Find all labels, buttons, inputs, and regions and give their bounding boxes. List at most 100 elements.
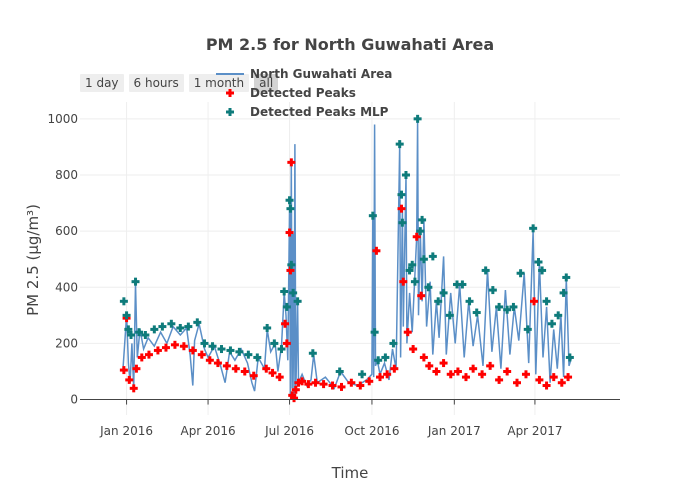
- peak-marker: [197, 350, 206, 359]
- peak-marker: [129, 384, 138, 393]
- peak-marker: [409, 345, 418, 354]
- peak-marker: [268, 368, 277, 377]
- peak-mlp-marker: [562, 273, 571, 282]
- peak-marker: [425, 361, 434, 370]
- peak-mlp-marker: [280, 287, 289, 296]
- y-tick-label: 800: [55, 168, 78, 182]
- peak-marker: [249, 371, 258, 380]
- peak-marker: [144, 350, 153, 359]
- peak-mlp-marker: [374, 356, 383, 365]
- peak-marker: [513, 378, 522, 387]
- peak-mlp-marker: [131, 277, 140, 286]
- peak-mlp-marker: [150, 325, 159, 334]
- x-tick-label: Jul 2016: [264, 424, 314, 438]
- peak-marker: [503, 367, 512, 376]
- peak-marker: [240, 367, 249, 376]
- peak-marker: [205, 356, 214, 365]
- range-1day-button[interactable]: 1 day: [80, 74, 124, 92]
- y-tick-label: 400: [55, 280, 78, 294]
- range-1month-button[interactable]: 1 month: [188, 74, 250, 92]
- peak-marker: [365, 377, 374, 386]
- peak-marker: [399, 277, 408, 286]
- peak-marker: [372, 246, 381, 255]
- peak-mlp-marker: [398, 218, 407, 227]
- peak-marker: [137, 353, 146, 362]
- peak-mlp-marker: [565, 353, 574, 362]
- peak-mlp-marker: [226, 346, 235, 355]
- peak-marker: [282, 339, 291, 348]
- peak-marker: [535, 375, 544, 384]
- peak-marker: [213, 359, 222, 368]
- peak-mlp-marker: [516, 269, 525, 278]
- peak-marker: [530, 297, 539, 306]
- peak-marker: [397, 204, 406, 213]
- y-tick-label: 200: [55, 336, 78, 350]
- peak-mlp-marker: [434, 297, 443, 306]
- peak-mlp-marker: [534, 258, 543, 267]
- peak-marker: [469, 364, 478, 373]
- peak-mlp-marker: [381, 353, 390, 362]
- peak-mlp-marker: [472, 308, 481, 317]
- y-tick-label: 0: [70, 393, 78, 407]
- peak-mlp-marker: [217, 345, 226, 354]
- peak-marker: [281, 319, 290, 328]
- peak-marker: [188, 346, 197, 355]
- peak-mlp-marker: [287, 260, 296, 269]
- peak-marker: [304, 380, 313, 389]
- peak-marker: [290, 394, 299, 403]
- peak-mlp-marker: [270, 339, 279, 348]
- peak-mlp-marker: [523, 325, 532, 334]
- peak-marker: [432, 367, 441, 376]
- peak-marker: [161, 343, 170, 352]
- plot-area[interactable]: [119, 114, 574, 403]
- peak-mlp-marker: [410, 277, 419, 286]
- peak-mlp-marker: [253, 353, 262, 362]
- peak-mlp-marker: [405, 266, 414, 275]
- peak-mlp-marker: [176, 323, 185, 332]
- peak-marker: [170, 340, 179, 349]
- peak-mlp-marker: [458, 280, 467, 289]
- series-line-north-guwahati[interactable]: [122, 118, 573, 400]
- peak-mlp-marker: [428, 252, 437, 261]
- peak-marker: [461, 373, 470, 382]
- peak-mlp-marker: [413, 114, 422, 123]
- peak-mlp-marker: [408, 260, 417, 269]
- peak-marker: [328, 381, 337, 390]
- peak-mlp-marker: [554, 311, 563, 320]
- peak-mlp-marker: [503, 305, 512, 314]
- y-tick-label: 600: [55, 224, 78, 238]
- peak-marker: [521, 370, 530, 379]
- legend: North Guwahati Area Detected Peaks Detec…: [216, 67, 392, 119]
- peak-marker: [319, 380, 328, 389]
- peak-mlp-marker: [244, 350, 253, 359]
- peak-mlp-marker: [439, 288, 448, 297]
- peak-mlp-marker: [445, 311, 454, 320]
- range-all-button[interactable]: all: [254, 74, 279, 92]
- x-axis-label: Time: [331, 464, 369, 482]
- peak-mlp-marker: [285, 196, 294, 205]
- peak-mlp-marker: [542, 297, 551, 306]
- range-selector: 1 day 6 hours 1 month all: [80, 74, 279, 92]
- peak-marker: [291, 385, 300, 394]
- range-6hours-button[interactable]: 6 hours: [128, 74, 184, 92]
- peak-marker: [119, 366, 128, 375]
- peak-mlp-marker: [395, 140, 404, 149]
- peak-marker: [383, 370, 392, 379]
- peak-marker: [275, 373, 284, 382]
- peak-mlp-marker: [122, 311, 131, 320]
- peak-marker: [347, 378, 356, 387]
- peak-mlp-marker: [235, 347, 244, 356]
- peak-marker: [287, 158, 296, 167]
- peak-mlp-marker: [127, 330, 136, 339]
- x-tick-label: Apr 2016: [180, 424, 235, 438]
- y-axis-label: PM 2.5 (μg/m³): [24, 204, 42, 316]
- peak-mlp-marker: [208, 342, 217, 351]
- peak-marker: [376, 373, 384, 382]
- legend-label-peaks-mlp: Detected Peaks MLP: [250, 105, 389, 119]
- legend-label-peaks: Detected Peaks: [250, 86, 356, 100]
- peak-mlp-marker: [419, 255, 428, 264]
- peak-mlp-marker: [416, 227, 425, 236]
- peak-mlp-marker: [418, 215, 427, 224]
- peak-marker: [337, 382, 346, 391]
